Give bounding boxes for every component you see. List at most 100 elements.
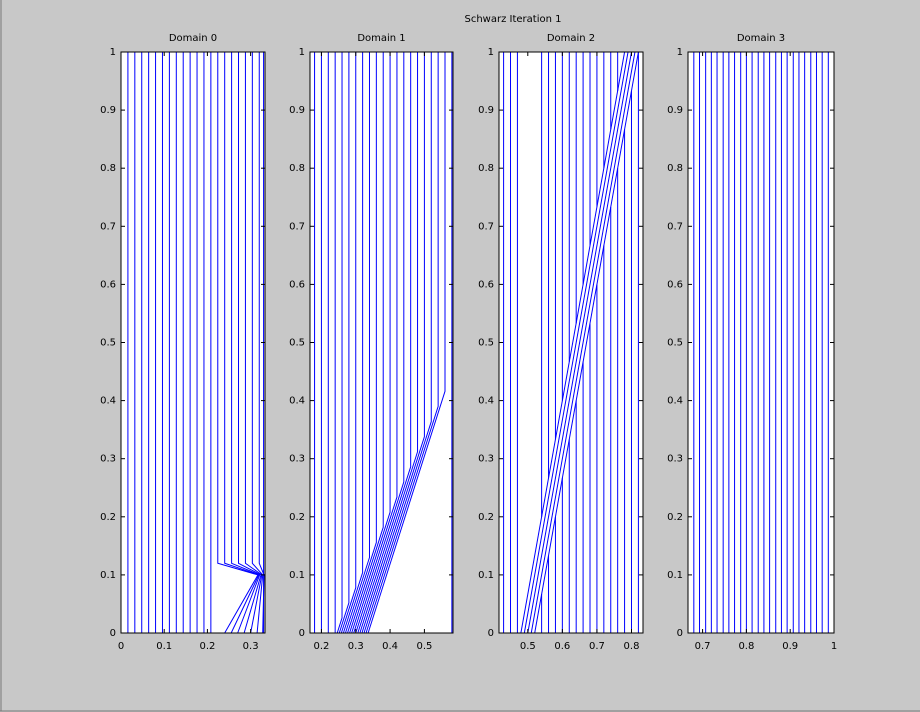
y-tick-label: 0.2 (289, 512, 305, 523)
y-tick-label: 0.5 (100, 338, 116, 349)
contour-line (357, 52, 412, 634)
subplot: Domain 1 0.2 0.3 0.4 0.5 0 0.1 0.2 0.3 0.4 0.5 0.6 0… (289, 33, 454, 652)
y-tick-label: 0 (677, 628, 683, 639)
y-tick-label: 0.6 (478, 279, 494, 290)
contour-line (367, 52, 446, 634)
y-tick-label: 0.5 (289, 338, 305, 349)
x-tick-label: 0.7 (695, 641, 711, 652)
x-tick-label: 0.7 (589, 641, 605, 652)
y-tick-label: 0.6 (100, 279, 116, 290)
curves (314, 52, 453, 634)
y-tick-label: 0.4 (478, 396, 494, 407)
contour-line (251, 52, 264, 634)
contour-line (338, 52, 350, 634)
subplot-title: Domain 1 (357, 33, 405, 44)
contour-line (342, 52, 364, 634)
x-tick-label: 0.8 (738, 641, 754, 652)
x-tick-label: 0.3 (243, 641, 259, 652)
contour-line (353, 52, 398, 634)
x-tick-label: 0.5 (520, 641, 536, 652)
y-tick-label: 0 (299, 628, 305, 639)
contour-line (349, 52, 384, 634)
y-tick-label: 0.1 (289, 570, 305, 581)
curves (693, 52, 829, 633)
y-tick-label: 0.9 (478, 105, 494, 116)
contour-line (363, 52, 432, 634)
y-tick-label: 0.7 (289, 221, 305, 232)
contour-line (530, 51, 636, 634)
contour-line (344, 52, 370, 634)
curves (127, 52, 265, 634)
subplot: Domain 2 0.5 0.6 0.7 0.8 0 0.1 0.2 0.3 0.4 0.5 0.6 0… (478, 33, 644, 652)
x-tick-label: 1 (831, 641, 837, 652)
y-tick-label: 0 (488, 628, 494, 639)
x-tick-label: 0.6 (554, 641, 570, 652)
y-tick-label: 0.8 (667, 163, 683, 174)
y-tick-label: 0.3 (289, 454, 305, 465)
x-tick-label: 0 (118, 641, 124, 652)
y-tick-label: 1 (488, 47, 494, 58)
x-tick-label: 0.2 (313, 641, 329, 652)
y-tick-label: 0 (110, 628, 116, 639)
y-tick-label: 0.4 (100, 396, 116, 407)
contour-line (340, 52, 357, 634)
x-tick-label: 0.9 (782, 641, 798, 652)
contour-line (523, 51, 629, 634)
y-tick-label: 0.8 (478, 163, 494, 174)
contour-line (534, 51, 639, 634)
subplot-title: Domain 3 (737, 33, 785, 44)
contour-line (527, 51, 632, 634)
x-tick-label: 0.4 (382, 641, 398, 652)
y-tick-label: 0.2 (100, 512, 116, 523)
curves (503, 51, 639, 634)
y-tick-label: 1 (677, 47, 683, 58)
subplot: Domain 0 0 0.1 0.2 0.3 0 0.1 0.2 0.3 0.4 0.5 0.6 0.7… (100, 33, 266, 652)
y-tick-label: 0.3 (100, 454, 116, 465)
y-tick-label: 0.8 (100, 163, 116, 174)
y-tick-label: 0.4 (289, 396, 305, 407)
contour-line (365, 52, 439, 634)
subplot-title: Domain 2 (547, 33, 595, 44)
subplot-title: Domain 0 (169, 33, 217, 44)
contour-line (359, 52, 419, 634)
y-tick-label: 0.2 (667, 512, 683, 523)
contour-line (224, 52, 260, 634)
subplot: Domain 3 0.7 0.8 0.9 1 0 0.1 0.2 0.3 0.4 0.5 0.6 0.7… (667, 33, 837, 652)
y-tick-label: 0.1 (667, 570, 683, 581)
y-tick-label: 1 (110, 47, 116, 58)
y-tick-label: 0.6 (289, 279, 305, 290)
y-tick-label: 0.1 (478, 570, 494, 581)
y-tick-label: 0.4 (667, 396, 683, 407)
plot-area (309, 51, 454, 634)
x-tick-label: 0.2 (199, 641, 215, 652)
contour-line (244, 52, 263, 634)
y-tick-label: 0.3 (478, 454, 494, 465)
y-tick-label: 0.2 (478, 512, 494, 523)
y-tick-label: 0.7 (667, 221, 683, 232)
y-tick-label: 0.3 (667, 454, 683, 465)
x-tick-label: 0.5 (416, 641, 432, 652)
x-tick-label: 0.1 (156, 641, 172, 652)
y-tick-label: 0.8 (289, 163, 305, 174)
y-tick-label: 0.7 (100, 221, 116, 232)
y-tick-label: 0.5 (667, 338, 683, 349)
contour-line (351, 52, 391, 634)
y-tick-label: 0.9 (100, 105, 116, 116)
contour-line (231, 52, 261, 634)
contour-line (520, 51, 626, 634)
y-tick-label: 1 (299, 47, 305, 58)
plot-area (687, 51, 835, 634)
x-tick-label: 0.8 (624, 641, 640, 652)
y-tick-label: 0.1 (100, 570, 116, 581)
figure-title: Schwarz Iteration 1 (465, 14, 562, 25)
contour-line (347, 52, 377, 634)
contour-line (361, 52, 425, 634)
plot-area (120, 51, 266, 634)
contour-line (336, 52, 343, 634)
y-tick-label: 0.9 (667, 105, 683, 116)
y-tick-label: 0.5 (478, 338, 494, 349)
plot-area (498, 51, 644, 634)
contour-line (355, 52, 405, 634)
